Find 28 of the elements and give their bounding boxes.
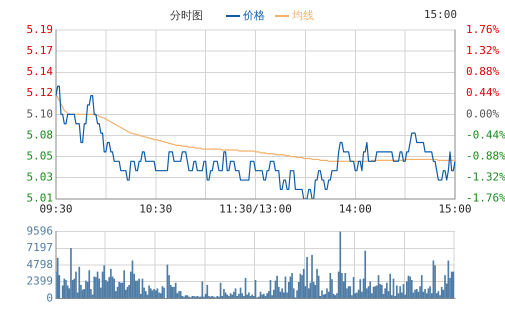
x-tick-label: 15:00	[438, 202, 472, 216]
y2-tick-label: 0.44%	[466, 86, 500, 100]
x-tick-label: 10:30	[139, 202, 172, 216]
y-tick-label: 5.12	[26, 86, 53, 100]
y-tick-label: 4798	[26, 258, 53, 271]
legend-label: 价格	[243, 8, 265, 23]
x-tick-label: 11:30/13:00	[219, 202, 292, 216]
y-tick-label: 7197	[26, 241, 53, 254]
y-tick-label: 5.05	[26, 150, 53, 163]
y-tick-label: 5.19	[26, 22, 53, 36]
y-tick-label: 5.03	[26, 170, 53, 184]
y2-tick-label: 1.32%	[466, 44, 500, 57]
y-tick-label: 5.10	[26, 107, 53, 120]
y-tick-label: 5.01	[26, 192, 53, 205]
y-tick-label: 5.08	[26, 128, 53, 142]
y-tick-label: 2399	[26, 274, 53, 288]
y2-tick-label: 0.00%	[466, 107, 500, 120]
y2-tick-label: 0.88%	[466, 65, 500, 78]
y-tick-label: 9596	[26, 224, 53, 238]
legend-label: 均线	[292, 8, 314, 23]
chart-title: 分时图	[170, 8, 203, 23]
y-tick-label: 5.17	[26, 44, 53, 57]
x-tick-label: 09:30	[39, 202, 73, 216]
y-tick-label: 5.14	[26, 65, 54, 78]
text: 15:00	[424, 8, 457, 21]
y2-tick-label: 1.76%	[466, 22, 500, 36]
y-tick-label: 0	[46, 291, 53, 304]
x-tick-label: 14:00	[338, 202, 372, 216]
